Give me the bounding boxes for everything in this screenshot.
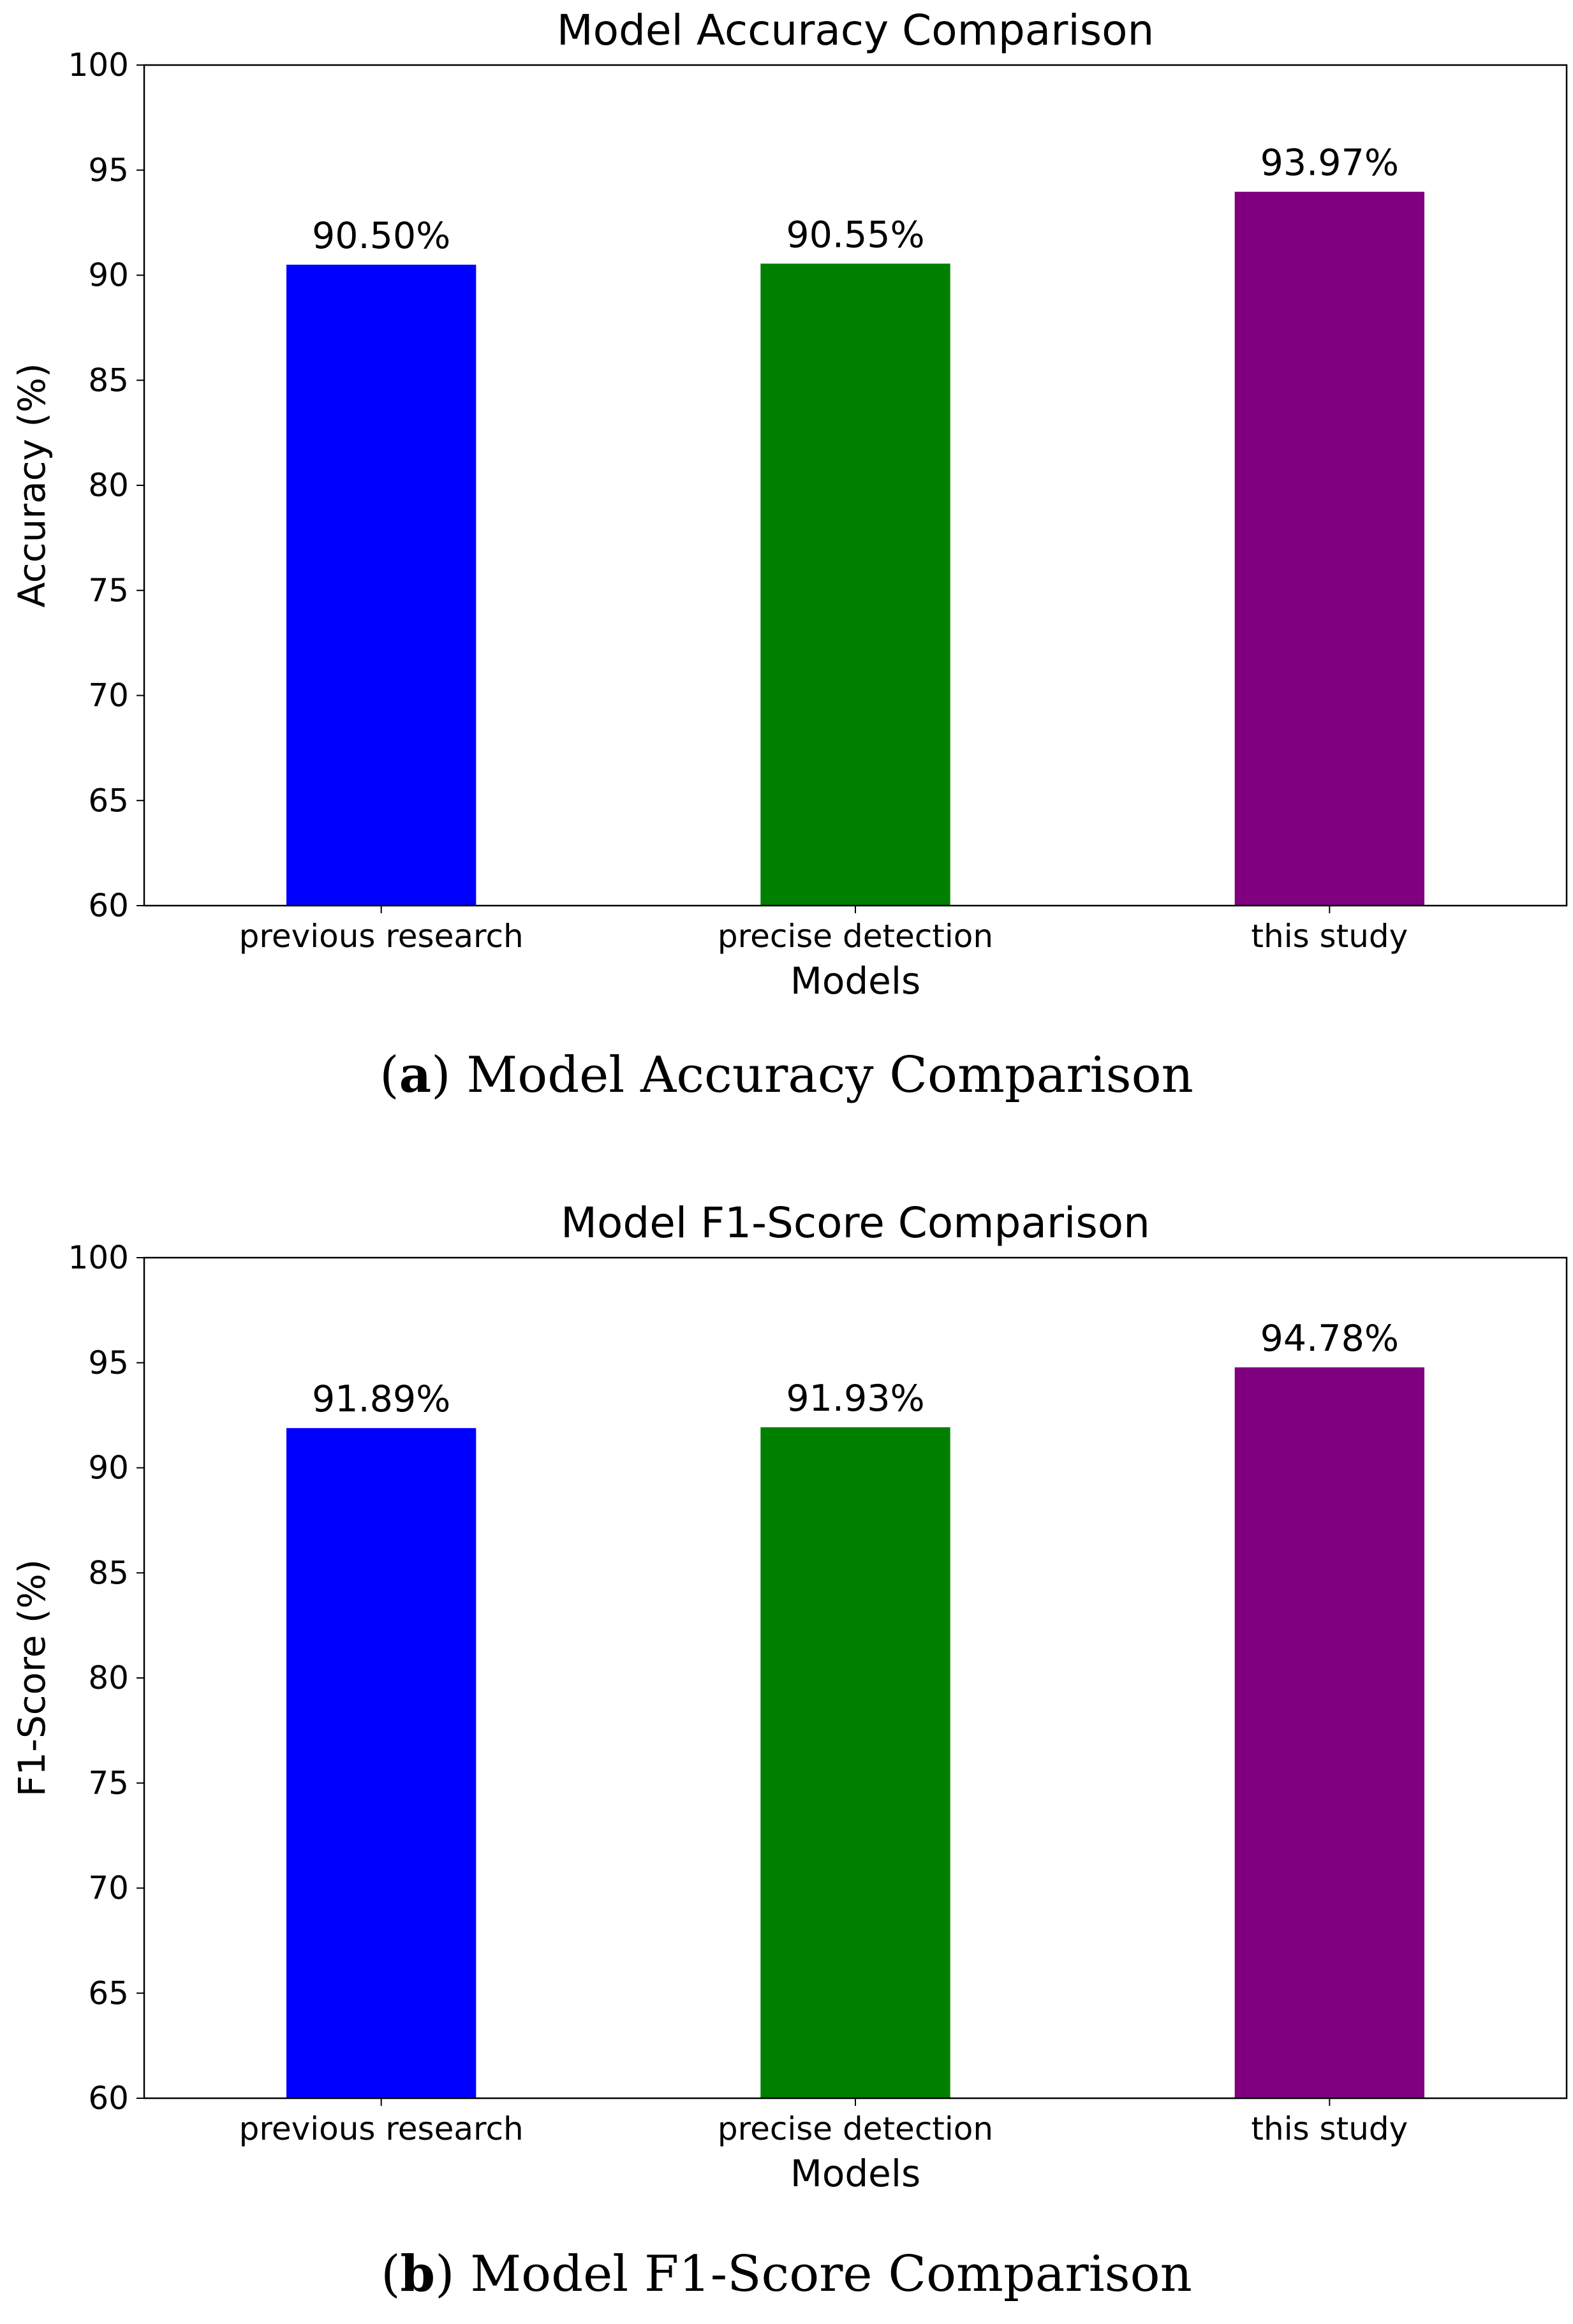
bar-value-label: 91.89% (312, 1378, 450, 1420)
bar-value-label: 93.97% (1260, 142, 1399, 184)
bar-value-label: 90.50% (312, 215, 450, 257)
x-tick-label: this study (1251, 918, 1408, 955)
y-tick-label: 80 (88, 467, 129, 504)
y-tick-label: 95 (88, 1344, 129, 1381)
bar-1 (286, 265, 476, 906)
y-tick-label: 95 (88, 152, 129, 189)
chart-title: Model Accuracy Comparison (557, 6, 1155, 55)
y-tick-label: 65 (88, 1975, 129, 2011)
plot-frame (143, 1256, 1568, 2100)
plot-frame (143, 64, 1568, 907)
y-tick-label: 100 (68, 1239, 129, 1276)
bar-value-label: 94.78% (1260, 1318, 1399, 1360)
caption-a-letter: a (399, 1046, 432, 1104)
y-tick-label: 70 (88, 1870, 129, 1907)
x-tick-label: previous research (239, 918, 524, 955)
x-tick-label: previous research (239, 2110, 524, 2147)
caption-b-letter: b (400, 2245, 436, 2303)
y-tick-label: 100 (68, 47, 129, 84)
x-axis-label: Models (790, 959, 920, 1003)
caption-b: (b) Model F1-Score Comparison (381, 2245, 1192, 2303)
f1-score-chart: Model F1-Score Comparison 91.89% previous … (10, 1198, 1568, 2195)
y-tick-label: 90 (88, 257, 129, 294)
y-tick-label: 75 (88, 1765, 129, 1802)
y-tick-label: 65 (88, 782, 129, 819)
bar-1 (286, 1428, 476, 2098)
caption-a: (a) Model Accuracy Comparison (380, 1046, 1193, 1104)
y-tick-label: 90 (88, 1450, 129, 1487)
y-axis-label: Accuracy (%) (10, 363, 54, 608)
x-tick-label: precise detection (718, 2110, 993, 2147)
bar-value-label: 90.55% (786, 214, 924, 256)
bar-3 (1234, 191, 1424, 906)
chart-title: Model F1-Score Comparison (561, 1198, 1150, 1247)
caption-b-text: Model F1-Score Comparison (454, 2246, 1192, 2303)
bar-2 (760, 1427, 950, 2098)
y-axis-label: F1-Score (%) (10, 1559, 54, 1797)
y-tick-label: 85 (88, 1554, 129, 1591)
x-tick-label: precise detection (718, 918, 993, 955)
y-tick-label: 80 (88, 1659, 129, 1696)
bar-value-label: 91.93% (786, 1378, 924, 1420)
x-axis-label: Models (790, 2152, 920, 2195)
y-tick-label: 85 (88, 362, 129, 399)
y-tick-label: 60 (88, 887, 129, 924)
y-tick-label: 70 (88, 677, 129, 714)
bar-2 (760, 263, 950, 906)
caption-a-text: Model Accuracy Comparison (450, 1047, 1193, 1104)
x-tick-label: this study (1251, 2110, 1408, 2147)
accuracy-chart: Model Accuracy Comparison 90.50% previous … (10, 6, 1568, 1003)
bar-3 (1234, 1367, 1424, 2098)
y-tick-label: 75 (88, 572, 129, 609)
y-tick-label: 60 (88, 2080, 129, 2117)
